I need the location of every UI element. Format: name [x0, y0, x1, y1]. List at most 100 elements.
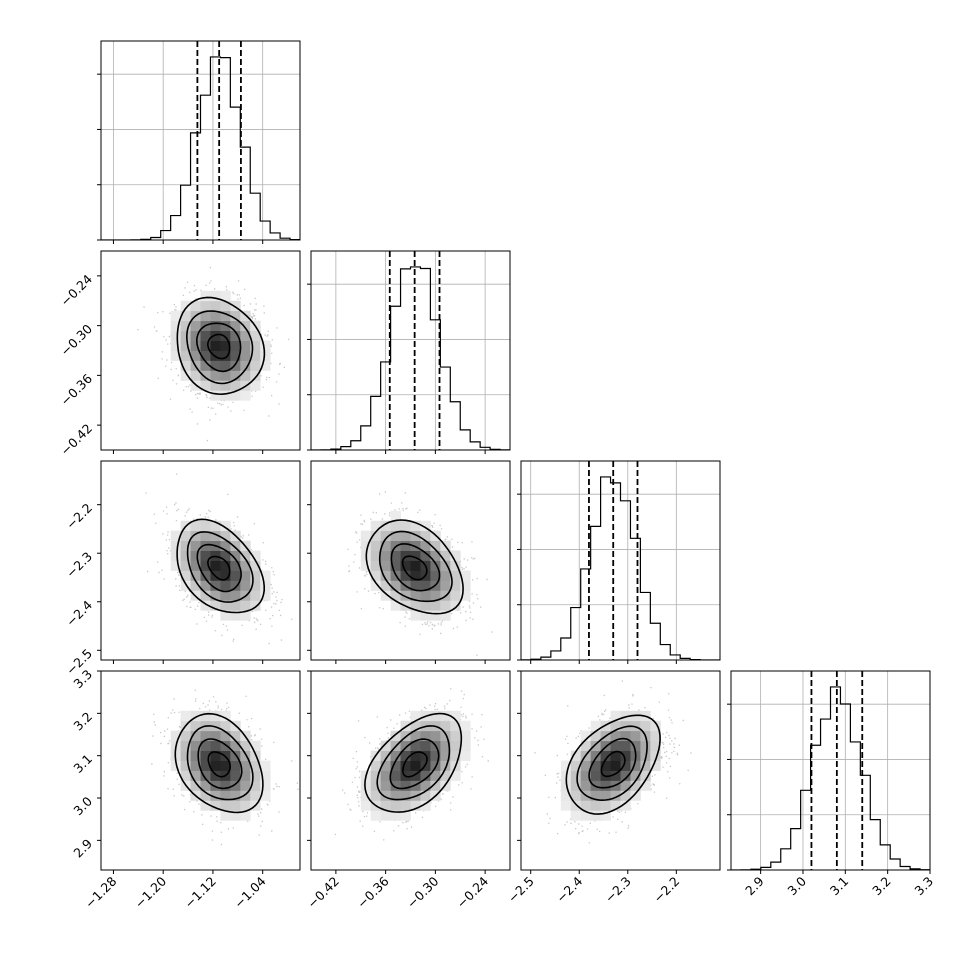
density-cell: [250, 550, 261, 561]
density-cell: [210, 750, 221, 761]
density-cell: [230, 770, 241, 781]
density-cell: [590, 720, 601, 732]
density-cell: [240, 570, 251, 581]
density-cell: [170, 550, 181, 561]
panel-2-0: −2.5−2.4−2.3−2.2: [63, 460, 301, 678]
density-cell: [230, 760, 241, 771]
density-cell: [380, 790, 391, 801]
density-cell: [630, 740, 641, 751]
panel-content: [347, 491, 493, 656]
density-cell: [220, 360, 231, 371]
density-cell: [420, 740, 431, 751]
density-cell: [410, 570, 421, 581]
density-cell: [250, 560, 261, 571]
density-cell: [220, 320, 231, 331]
density-cell: [410, 530, 421, 541]
panel-content: [137, 266, 290, 442]
contour-level-1: [197, 738, 243, 790]
density-cell: [200, 800, 211, 811]
density-cell: [190, 780, 201, 791]
density-cell: [410, 800, 421, 811]
density-cell: [260, 340, 271, 351]
density-cell: [210, 330, 221, 341]
density-cell: [460, 580, 471, 591]
density-cell: [600, 740, 611, 751]
contour-level-3: [364, 712, 463, 813]
panel-2-1: [307, 460, 511, 664]
density-cell: [230, 730, 241, 742]
density-cell: [400, 520, 411, 532]
density-cell: [400, 790, 411, 801]
density-cell: [220, 810, 231, 821]
density-cell: [610, 790, 621, 801]
density-cell: [420, 790, 431, 801]
contour-level-0: [207, 555, 231, 581]
contour-level-0: [600, 750, 626, 778]
density-cell: [200, 540, 211, 551]
density-cell: [180, 370, 191, 381]
density-cell: [380, 520, 391, 532]
panel-frame: [310, 250, 511, 451]
density-cell: [190, 570, 201, 581]
density-cell: [460, 740, 471, 751]
density-cell: [260, 590, 271, 601]
density-cell: [240, 360, 251, 371]
density-cell: [170, 760, 181, 771]
density-cell: [440, 570, 451, 581]
contour-level-3: [565, 714, 661, 815]
density-cell: [610, 710, 621, 722]
density-cell: [180, 710, 191, 722]
density-cell: [210, 730, 221, 742]
density-cell: [240, 810, 251, 821]
density-cell: [200, 590, 211, 601]
density-cell: [420, 530, 431, 541]
histogram-outline: [521, 476, 720, 660]
density-cell: [250, 380, 261, 391]
density-cell: [430, 750, 441, 761]
density-cell: [420, 590, 431, 601]
density-cell: [410, 740, 421, 751]
density-cell: [370, 790, 382, 801]
density-cell: [240, 740, 251, 751]
density-cell: [640, 740, 651, 751]
density-cell: [410, 600, 421, 611]
density-cell: [210, 720, 221, 732]
density-cell: [590, 800, 601, 811]
density-cell: [580, 760, 592, 771]
density-cell: [620, 740, 631, 751]
density-cell: [560, 780, 572, 791]
density-cell: [260, 360, 271, 371]
density-cell: [200, 760, 211, 771]
density-cell: [230, 800, 241, 811]
panel-frame: [100, 670, 301, 871]
density-cell: [620, 710, 631, 722]
density-cell: [430, 730, 441, 742]
density-cell: [400, 800, 411, 811]
density-cell: [190, 760, 201, 771]
density-cell: [410, 590, 421, 601]
density-cell: [570, 780, 582, 791]
histogram-outline: [731, 686, 930, 870]
density-cell: [170, 560, 181, 571]
density-cell: [260, 770, 271, 781]
density-cell: [460, 750, 471, 761]
density-cell: [380, 590, 391, 601]
density-cell: [580, 770, 592, 781]
density-cell: [380, 530, 391, 541]
density-cell: [390, 780, 401, 791]
density-cell: [200, 580, 211, 591]
density-cell: [250, 340, 261, 351]
density-cell: [590, 790, 601, 801]
contour-level-2: [185, 310, 254, 385]
density-cell: [260, 790, 271, 801]
density-cell: [410, 730, 421, 742]
density-cell: [420, 780, 431, 791]
contour-level-3: [176, 296, 266, 396]
density-cell: [240, 800, 251, 811]
density-cell: [420, 730, 431, 742]
density-cell: [400, 750, 411, 761]
density-cell: [450, 720, 461, 732]
density-cell: [400, 740, 411, 751]
density-cell: [190, 540, 201, 551]
